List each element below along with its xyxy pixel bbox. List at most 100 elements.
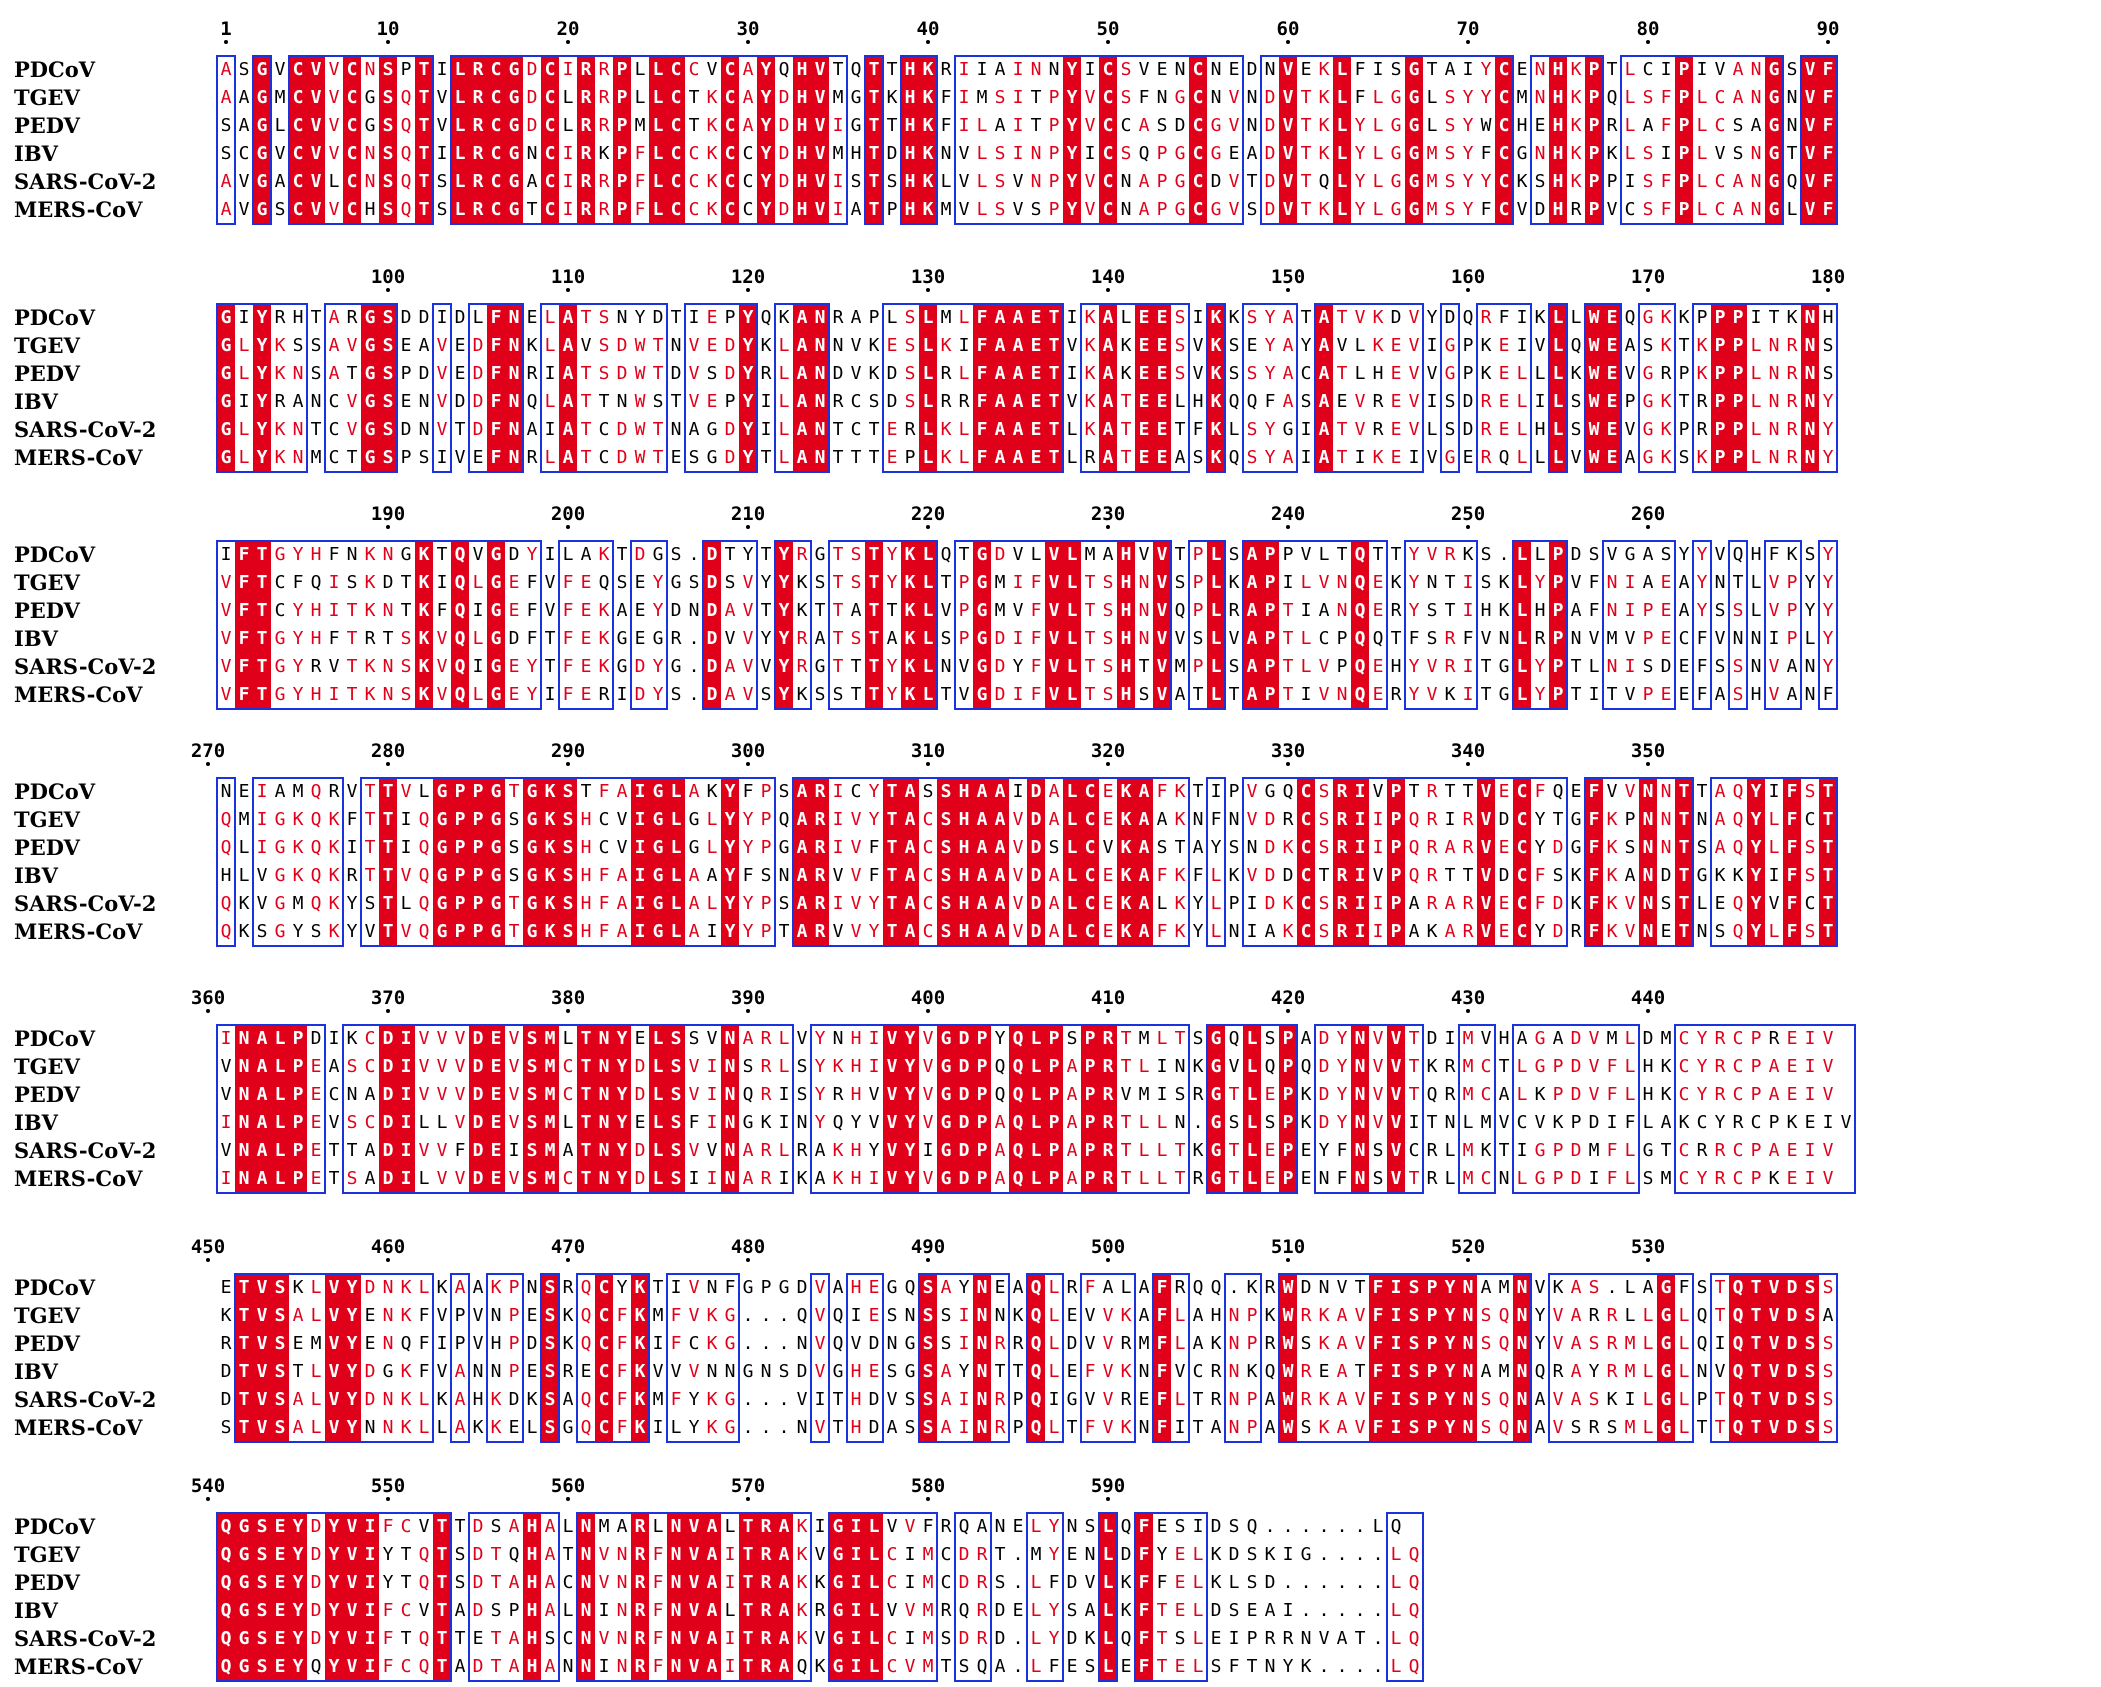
residue: P xyxy=(1711,332,1729,360)
residue: N xyxy=(811,332,829,360)
residue: P xyxy=(1585,196,1603,224)
residue: A xyxy=(1336,1628,1348,1649)
residue: F xyxy=(1585,890,1603,918)
residue: N xyxy=(382,544,394,565)
residue: C xyxy=(1189,112,1207,140)
residue: D xyxy=(469,1081,487,1109)
residue: S xyxy=(253,1653,271,1681)
residue: L xyxy=(1228,1572,1240,1593)
residue: N xyxy=(721,1165,739,1193)
residue: C xyxy=(1081,890,1099,918)
residue: A xyxy=(793,834,811,862)
residue: A xyxy=(1009,304,1027,332)
residue: Y xyxy=(1063,56,1081,84)
residue: Q xyxy=(418,893,430,914)
position-number: 430 xyxy=(1450,987,1486,1009)
residue: Q xyxy=(1408,809,1420,830)
residue: A xyxy=(1570,1305,1582,1326)
sequence-name: SARS-CoV-2 xyxy=(14,654,157,679)
residue: F xyxy=(742,865,754,886)
residue: Y xyxy=(1534,837,1546,858)
residue: N xyxy=(1801,304,1819,332)
residue: V xyxy=(1480,628,1492,649)
residue: L xyxy=(400,893,412,914)
residue: E xyxy=(1153,444,1171,472)
residue: R xyxy=(346,307,358,328)
residue: K xyxy=(1318,87,1330,108)
residue: N xyxy=(1030,143,1042,164)
sequence-name: SARS-CoV-2 xyxy=(14,169,157,194)
residue: A xyxy=(1660,1112,1672,1133)
residue: N xyxy=(1750,59,1762,80)
residue: V xyxy=(883,1081,901,1109)
residue: D xyxy=(1444,307,1456,328)
residue: F xyxy=(526,628,538,649)
residue: V xyxy=(1372,1028,1384,1049)
position-number: 160 xyxy=(1450,266,1486,288)
residue: V xyxy=(1801,112,1819,140)
residue: L xyxy=(724,1600,736,1621)
residue: I xyxy=(1084,143,1096,164)
residue: L xyxy=(544,307,556,328)
residue: Q xyxy=(580,1389,592,1410)
residue: F xyxy=(652,1572,664,1593)
residue: T xyxy=(379,778,397,806)
residue: T xyxy=(865,84,883,112)
residue: H xyxy=(901,140,919,168)
residue: L xyxy=(1192,1572,1204,1593)
residue: E xyxy=(1804,1112,1816,1133)
residue: V xyxy=(454,1084,466,1105)
residue: N xyxy=(220,781,232,802)
residue: H xyxy=(364,199,376,220)
residue: M xyxy=(922,1656,934,1677)
residue: C xyxy=(742,171,754,192)
residue: H xyxy=(850,1084,862,1105)
residue: L xyxy=(1624,1168,1636,1189)
residue: L xyxy=(436,1417,448,1438)
residue: L xyxy=(472,307,484,328)
residue: Y xyxy=(292,656,304,677)
residue: K xyxy=(1660,1056,1672,1077)
residue: I xyxy=(706,1168,718,1189)
residue: Q xyxy=(1498,1333,1510,1354)
residue: P xyxy=(724,307,736,328)
residue: Q xyxy=(418,865,430,886)
residue: L xyxy=(562,544,574,565)
residue: T xyxy=(1408,781,1420,802)
position-number: 150 xyxy=(1270,266,1306,288)
residue: L xyxy=(451,84,469,112)
residue: K xyxy=(796,600,808,621)
residue: E xyxy=(580,600,592,621)
residue: T xyxy=(1174,1028,1186,1049)
residue: S xyxy=(1444,115,1456,136)
residue: R xyxy=(1696,391,1708,412)
residue: R xyxy=(940,59,952,80)
residue: L xyxy=(919,304,937,332)
residue: N xyxy=(1801,332,1819,360)
residue: T xyxy=(346,684,358,705)
residue: M xyxy=(922,1544,934,1565)
residue: K xyxy=(292,837,304,858)
residue: E xyxy=(1066,1656,1078,1677)
residue: K xyxy=(1084,307,1096,328)
residue: D xyxy=(634,544,646,565)
residue: T xyxy=(868,447,880,468)
residue: V xyxy=(1765,1330,1783,1358)
residue: Y xyxy=(721,890,739,918)
residue: N xyxy=(1351,1137,1369,1165)
residue: A xyxy=(724,656,736,677)
residue: T xyxy=(1768,307,1780,328)
residue: A xyxy=(292,1389,304,1410)
residue: V xyxy=(1624,363,1636,384)
residue: Q xyxy=(1282,781,1294,802)
residue: L xyxy=(778,363,790,384)
residue: R xyxy=(469,56,487,84)
residue: L xyxy=(1390,1600,1402,1621)
residue: T xyxy=(652,447,664,468)
residue: L xyxy=(1027,1053,1045,1081)
residue: K xyxy=(1606,893,1618,914)
residue: G xyxy=(1642,391,1654,412)
residue: S xyxy=(1102,684,1114,705)
residue: C xyxy=(1513,918,1531,946)
position-tick xyxy=(1106,288,1110,292)
